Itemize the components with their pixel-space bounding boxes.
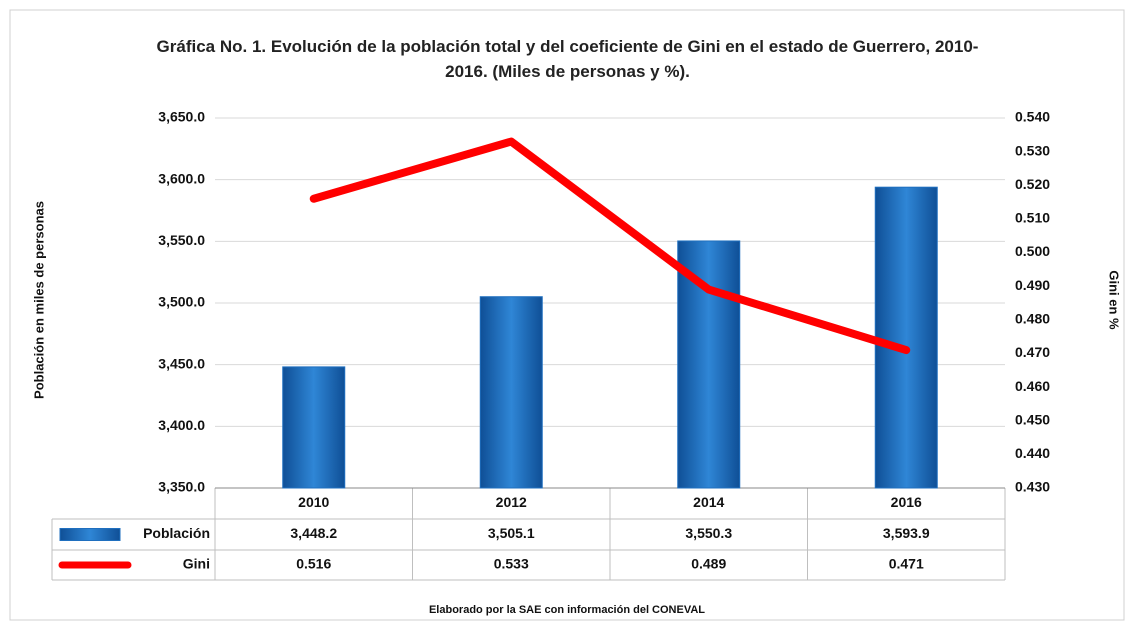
y-tick-label: 3,600.0 — [158, 170, 205, 186]
bar — [479, 296, 543, 489]
y2-tick-label: 0.450 — [1015, 411, 1050, 427]
y2-tick-label: 0.510 — [1015, 210, 1050, 226]
y2-tick-label: 0.520 — [1015, 176, 1050, 192]
y2-tick-label: 0.440 — [1015, 445, 1050, 461]
y-axis-label: Población en miles de personas — [31, 201, 46, 399]
x-tick-label: 2010 — [298, 494, 329, 510]
y2-tick-label: 0.540 — [1015, 109, 1050, 125]
bar — [874, 186, 938, 489]
y2-tick-label: 0.490 — [1015, 277, 1050, 293]
gini-line — [309, 137, 911, 355]
chart-title: Gráfica No. 1. Evolución de la población… — [156, 37, 979, 81]
table-value: 0.533 — [494, 556, 529, 572]
y-tick-label: 3,350.0 — [158, 479, 205, 495]
y2-tick-label: 0.530 — [1015, 142, 1050, 158]
y2-tick-label: 0.470 — [1015, 344, 1050, 360]
y-tick-label: 3,650.0 — [158, 109, 205, 125]
legend-swatch — [59, 528, 121, 541]
source-note: Elaborado por la SAE con información del… — [429, 604, 705, 616]
x-tick-label: 2014 — [693, 494, 724, 510]
x-tick-label: 2012 — [496, 494, 527, 510]
y2-tick-label: 0.480 — [1015, 311, 1050, 327]
table-value: 0.471 — [889, 556, 924, 572]
table-value: 3,550.3 — [685, 525, 732, 541]
y2-tick-label: 0.500 — [1015, 243, 1050, 259]
bar — [677, 240, 741, 489]
y2-tick-label: 0.460 — [1015, 378, 1050, 394]
table-value: 3,448.2 — [290, 525, 337, 541]
y-tick-label: 3,550.0 — [158, 232, 205, 248]
table-value: 3,505.1 — [488, 525, 535, 541]
y2-tick-label: 0.430 — [1015, 479, 1050, 495]
table-value: 0.489 — [691, 556, 726, 572]
chart-border — [9, 9, 1125, 621]
y-tick-label: 3,450.0 — [158, 355, 205, 371]
y-tick-label: 3,400.0 — [158, 417, 205, 433]
bar — [282, 366, 346, 489]
legend-label: Población — [143, 525, 210, 541]
y-tick-label: 3,500.0 — [158, 294, 205, 310]
table-value: 0.516 — [296, 556, 331, 572]
legend-label: Gini — [183, 556, 210, 572]
y2-axis-label: Gini en % — [1107, 270, 1122, 330]
x-tick-label: 2016 — [891, 494, 922, 510]
table-value: 3,593.9 — [883, 525, 930, 541]
